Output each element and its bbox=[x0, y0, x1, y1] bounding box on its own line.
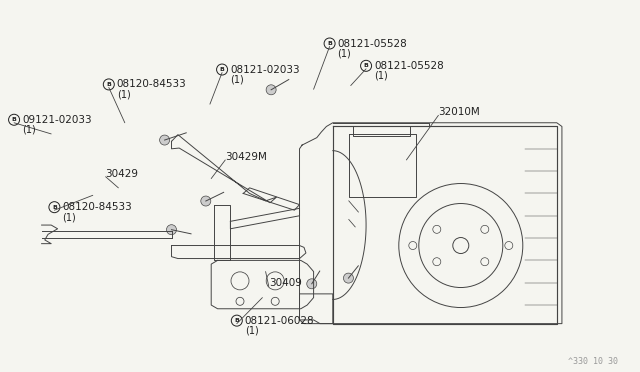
Circle shape bbox=[201, 196, 211, 206]
Text: (1): (1) bbox=[63, 212, 76, 222]
Circle shape bbox=[266, 85, 276, 95]
Circle shape bbox=[307, 279, 317, 289]
Text: (1): (1) bbox=[22, 125, 36, 135]
Text: B: B bbox=[327, 41, 332, 46]
Text: 30429: 30429 bbox=[106, 169, 139, 179]
Text: 08121-02033: 08121-02033 bbox=[230, 64, 300, 74]
Text: B: B bbox=[12, 117, 17, 122]
Circle shape bbox=[159, 135, 170, 145]
Text: 08121-06028: 08121-06028 bbox=[245, 315, 314, 326]
Text: (1): (1) bbox=[117, 89, 131, 99]
Circle shape bbox=[166, 225, 177, 235]
Text: 32010M: 32010M bbox=[438, 107, 480, 117]
Text: 09121-02033: 09121-02033 bbox=[22, 115, 92, 125]
Text: B: B bbox=[220, 67, 225, 72]
Text: (1): (1) bbox=[245, 326, 259, 336]
Text: B: B bbox=[234, 318, 239, 323]
Text: 08120-84533: 08120-84533 bbox=[63, 202, 132, 212]
Text: ^330 10 30: ^330 10 30 bbox=[568, 357, 618, 366]
Text: 30409: 30409 bbox=[269, 278, 301, 288]
Text: (1): (1) bbox=[374, 71, 388, 81]
Text: 08120-84533: 08120-84533 bbox=[117, 79, 186, 89]
Text: B: B bbox=[52, 205, 57, 210]
Text: (1): (1) bbox=[230, 74, 244, 84]
Text: 30429M: 30429M bbox=[225, 152, 267, 162]
Text: 08121-05528: 08121-05528 bbox=[374, 61, 444, 71]
Text: B: B bbox=[364, 63, 369, 68]
Circle shape bbox=[344, 273, 353, 283]
Text: B: B bbox=[106, 82, 111, 87]
Text: (1): (1) bbox=[338, 48, 351, 58]
Text: 08121-05528: 08121-05528 bbox=[338, 38, 407, 48]
